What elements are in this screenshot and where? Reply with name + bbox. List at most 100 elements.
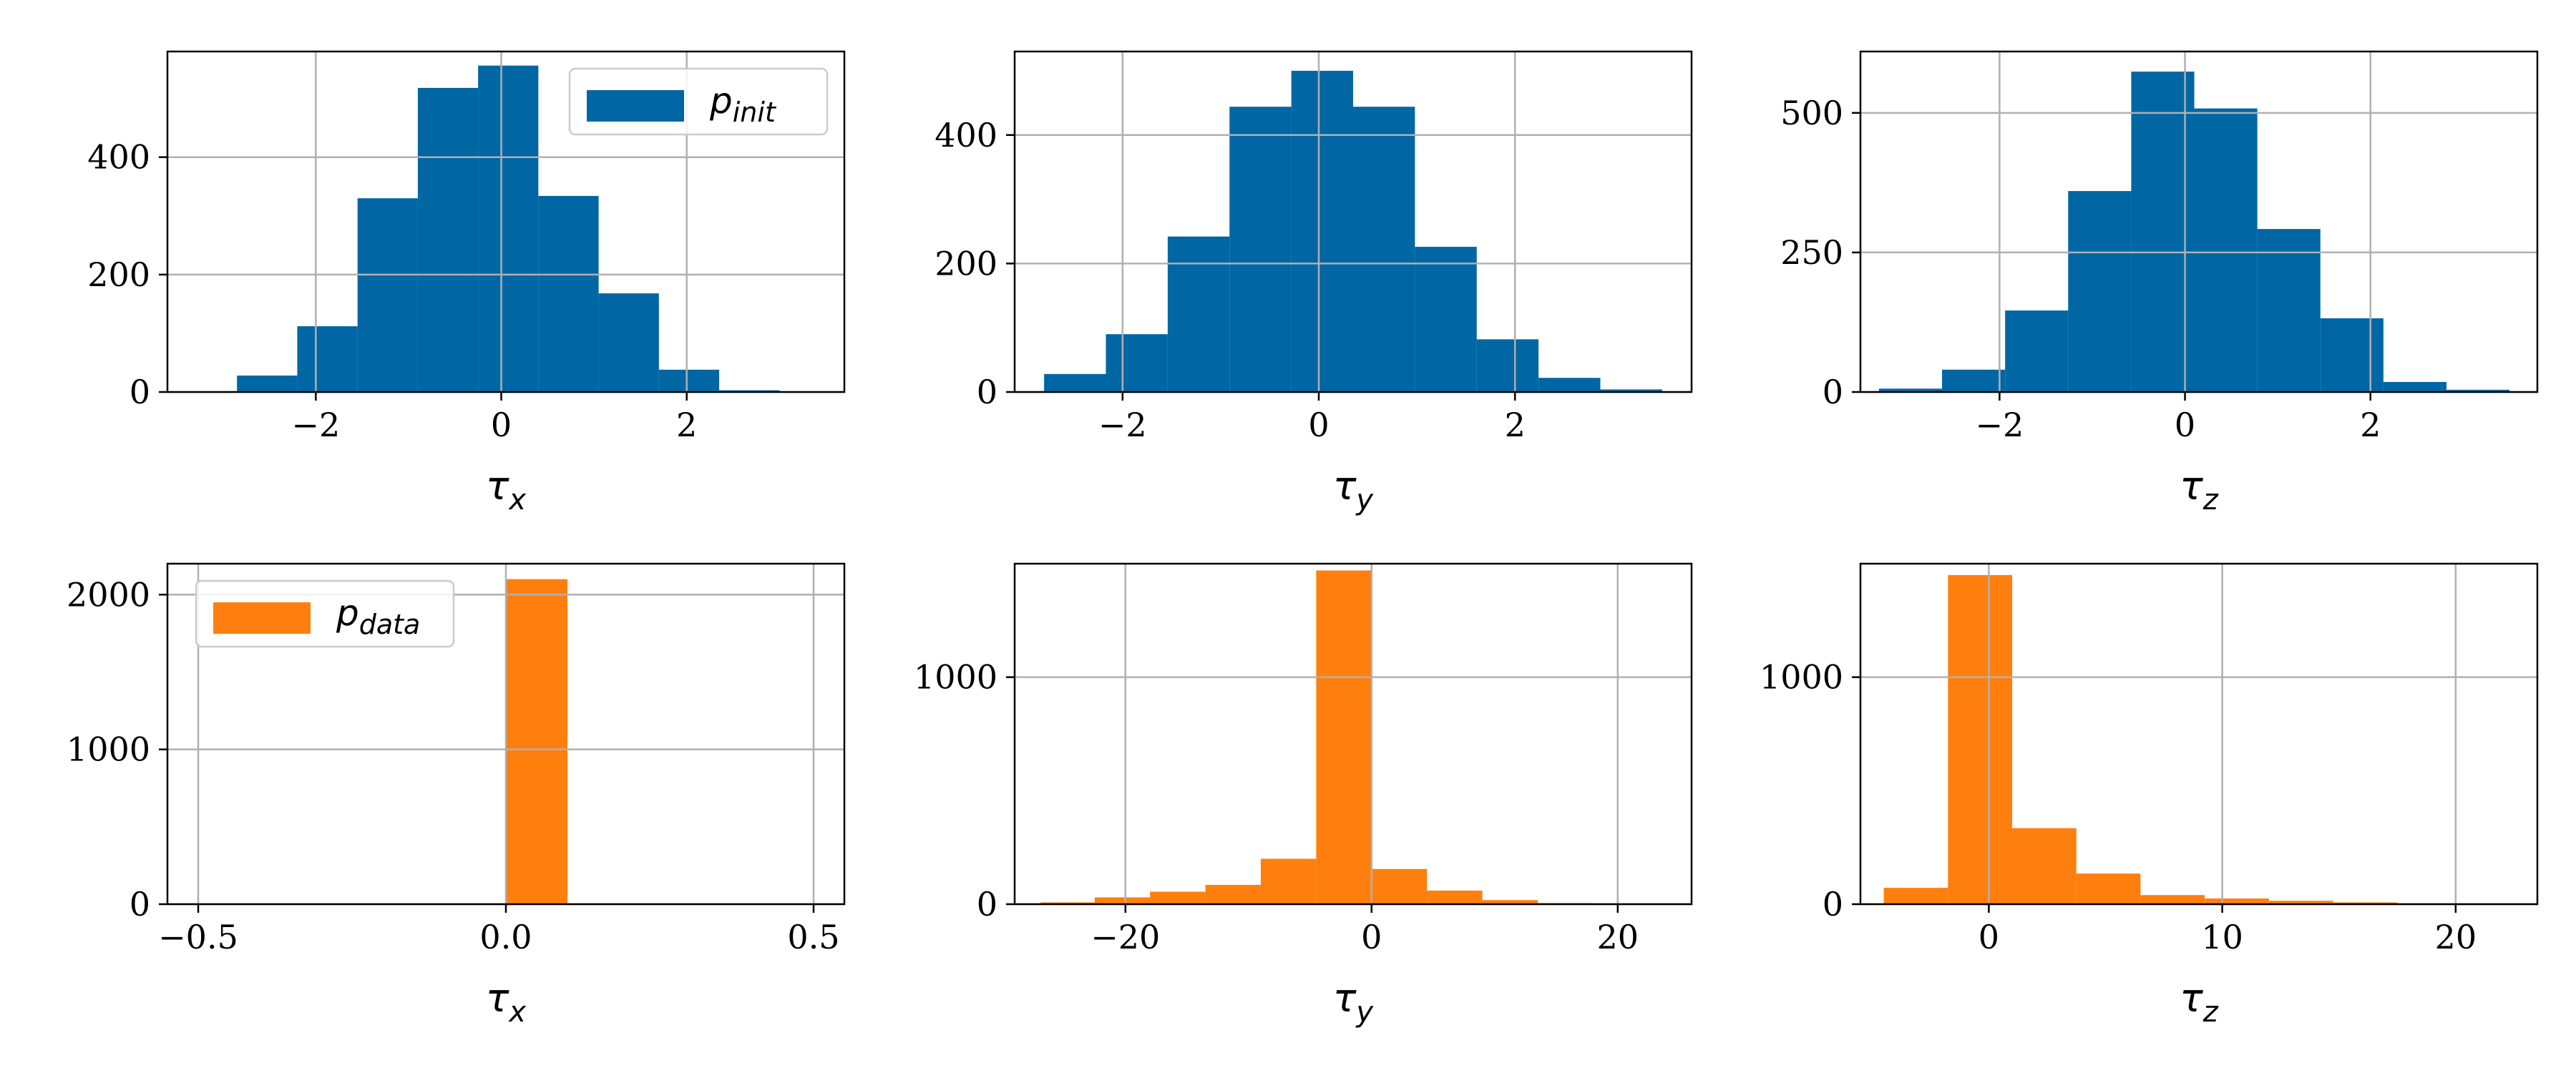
histogram-bar xyxy=(506,579,567,904)
legend-label: pdata xyxy=(336,592,420,640)
histogram-bar xyxy=(1353,107,1415,392)
x-axis-label: τx xyxy=(486,464,527,516)
x-tick-label: −2 xyxy=(1975,406,2024,444)
y-tick-label: 0 xyxy=(130,373,150,411)
histogram-bar xyxy=(2257,229,2321,392)
histogram-bar xyxy=(1044,373,1106,392)
legend: pinit xyxy=(568,67,829,136)
legend-swatch xyxy=(587,90,684,122)
x-tick-label: 0 xyxy=(1979,918,1999,956)
histogram-bar xyxy=(2068,191,2132,392)
y-tick-label: 1000 xyxy=(1760,658,1843,697)
histogram-bar xyxy=(2140,895,2205,904)
x-tick-label: 0 xyxy=(2175,406,2195,444)
histogram-bar xyxy=(2131,72,2195,393)
legend-label: pinit xyxy=(709,80,777,128)
histogram-bar xyxy=(1883,888,1948,904)
histogram-bar xyxy=(1094,897,1151,904)
plot-frame xyxy=(166,50,846,393)
histogram-bar xyxy=(1476,339,1539,392)
panel-bottom-left: −0.5 0.0 0.5 0 1000 2000 τx pdata xyxy=(67,562,846,1029)
panel-top-right: −2 0 2 0 250 500 τz xyxy=(1780,50,2539,516)
histogram-bar xyxy=(1229,107,1292,392)
x-tick-label: −20 xyxy=(1091,918,1160,956)
histogram-bar xyxy=(237,376,298,392)
histogram-bar xyxy=(1150,891,1206,904)
x-tick-label: 2 xyxy=(2360,406,2381,444)
y-tick-label: 500 xyxy=(1780,94,1843,132)
y-tick-label: 0 xyxy=(130,885,150,923)
histogram-bar xyxy=(1167,236,1230,392)
x-tick-label: −0.5 xyxy=(158,918,238,956)
y-tick-label: 0 xyxy=(1823,373,1843,411)
x-tick-label: 20 xyxy=(2435,918,2477,956)
histogram-bar xyxy=(2333,902,2398,904)
histogram-bar xyxy=(1371,868,1428,904)
y-tick-label: 2000 xyxy=(67,575,150,614)
y-tick-label: 1000 xyxy=(67,730,150,769)
histogram-bar xyxy=(1948,574,2013,904)
histogram-bar xyxy=(1427,890,1483,904)
bars xyxy=(1878,72,2510,393)
y-tick-label: 200 xyxy=(935,244,997,283)
bars xyxy=(1044,70,1662,393)
y-tick-label: 250 xyxy=(1780,233,1843,272)
panel-top-middle: −2 0 2 0 200 400 τy xyxy=(935,50,1693,516)
histogram-bar xyxy=(538,195,599,392)
y-tick-label: 1000 xyxy=(914,658,997,697)
histogram-bar xyxy=(2005,310,2069,392)
y-tick-label: 0 xyxy=(977,373,997,411)
y-tick-label: 0 xyxy=(1823,885,1843,923)
histogram-bar xyxy=(1415,247,1477,392)
histogram-bar xyxy=(297,326,358,392)
legend: pdata xyxy=(195,579,455,648)
histogram-bar xyxy=(2194,108,2258,392)
x-tick-label: 0.5 xyxy=(787,918,839,956)
y-tick-label: 400 xyxy=(87,138,150,177)
histogram-bar xyxy=(1205,885,1261,904)
y-tick-label: 200 xyxy=(87,255,150,294)
panel-bottom-middle: −20 0 20 0 1000 τy xyxy=(914,562,1693,1029)
y-tick-label: 0 xyxy=(977,885,997,923)
bars xyxy=(1883,574,2526,904)
x-axis-label: τy xyxy=(1333,464,1375,516)
x-tick-label: 2 xyxy=(676,406,697,444)
panel-top-left: −2 0 2 0 200 400 τx pinit xyxy=(87,50,846,516)
x-axis-label: τy xyxy=(1333,976,1375,1029)
x-tick-label: −2 xyxy=(291,406,340,444)
plot-frame xyxy=(1859,50,2539,393)
x-tick-label: 0 xyxy=(1308,406,1329,444)
histogram-bar xyxy=(1942,369,2006,392)
legend-swatch xyxy=(213,602,311,634)
histogram-bar xyxy=(417,87,479,393)
histogram-bar xyxy=(2012,828,2077,904)
histogram-bar xyxy=(1040,902,1095,904)
histogram-bar xyxy=(1261,858,1317,904)
plot-frame xyxy=(1859,562,2539,906)
histogram-bar xyxy=(1878,388,1943,392)
histogram-bar xyxy=(357,198,418,392)
x-tick-label: 0.0 xyxy=(479,918,532,956)
histogram-bar xyxy=(1106,334,1168,392)
histogram-bar xyxy=(1482,900,1538,904)
histogram-bar xyxy=(1316,570,1372,904)
histogram-bar xyxy=(2320,318,2384,392)
bars xyxy=(1040,570,1649,904)
histogram-bar xyxy=(2446,389,2510,392)
x-tick-label: 0 xyxy=(491,406,512,444)
histogram-bar xyxy=(598,293,659,392)
y-tick-label: 400 xyxy=(935,116,997,155)
x-axis-label: τx xyxy=(486,976,527,1029)
histogram-bar xyxy=(1291,70,1353,393)
histogram-bar xyxy=(2205,898,2269,904)
histogram-bar xyxy=(2076,873,2141,904)
x-tick-label: 10 xyxy=(2201,918,2243,956)
x-axis-label: τz xyxy=(2180,464,2219,516)
histogram-bar xyxy=(1538,378,1601,392)
panel-bottom-right: 0 10 20 0 1000 τz xyxy=(1760,562,2539,1029)
plot-frame xyxy=(1013,50,1693,393)
x-tick-label: −2 xyxy=(1098,406,1147,444)
x-tick-label: 2 xyxy=(1505,406,1526,444)
x-axis-label: τz xyxy=(2180,976,2219,1029)
